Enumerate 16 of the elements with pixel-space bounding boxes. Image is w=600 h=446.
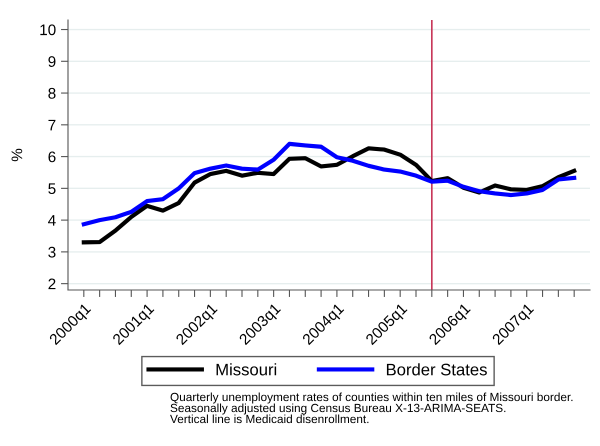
y-tick-label: 3 [48,246,56,258]
line-series [82,142,576,226]
legend-label: Border States [386,363,487,376]
text: Vertical line is Medicaid disenrollment. [170,414,368,424]
legend-label: Missouri [216,363,276,376]
y-tick-label: 4 [48,215,56,226]
text: Seasonally adjusted using Census Bureau X-13-ARIMA-SEATS. [170,403,506,415]
y-tick-label: 5 [48,183,56,194]
y-tick-label: 8 [48,88,56,99]
y-tick-label: 6 [48,151,56,162]
y-axis-title: % [12,148,22,162]
y-tick-label: 7 [48,120,56,130]
text: Quarterly unemployment rates of counties within ten miles of Missouri border. [170,392,572,404]
y-tick-label: 2 [48,278,56,290]
y-tick-label: 9 [48,56,56,67]
y-tick-label: 10 [40,24,56,36]
